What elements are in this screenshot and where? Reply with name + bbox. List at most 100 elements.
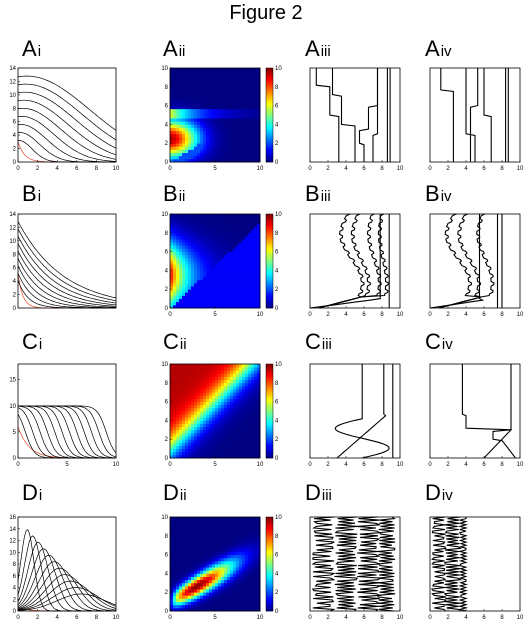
heatmap-cell-Aii	[212, 96, 216, 100]
heatmap-cell-Aii	[176, 68, 180, 72]
heatmap-cell-Cii	[224, 367, 228, 371]
heatmap-cell-Bii	[179, 257, 183, 262]
heatmap-cell-Cii	[218, 414, 222, 418]
heatmap-cell-Dii	[197, 564, 201, 568]
heatmap-cell-Aii	[227, 121, 231, 125]
colorbar-segment-Dii	[266, 524, 273, 527]
heatmap-cell-Dii	[170, 535, 174, 540]
heatmap-cell-Bii	[203, 295, 207, 299]
heatmap-cell-Aii	[206, 140, 210, 144]
heatmap-cell-Cii	[176, 454, 180, 459]
heatmap-cell-Bii	[179, 251, 183, 256]
heatmap-cell-Bii	[212, 242, 216, 246]
heatmap-cell-Aii	[170, 127, 174, 132]
heatmap-cell-Cii	[254, 451, 258, 456]
heatmap-cell-Dii	[182, 601, 186, 606]
heatmap-cell-Cii	[197, 426, 201, 431]
heatmap-cell-Aii	[224, 99, 228, 103]
heatmap-cell-Bii	[236, 261, 240, 265]
heatmap-cell-Dii	[218, 585, 222, 590]
colorbar-segment-Aii	[266, 93, 273, 97]
heatmap-cell-Bii	[233, 304, 237, 309]
heatmap-cell-Dii	[188, 576, 192, 581]
heatmap-cell-Aii	[233, 102, 237, 106]
heatmap-cell-Bii	[200, 261, 204, 265]
heatmap-cell-Bii	[197, 223, 201, 227]
heatmap-cell-Bii	[191, 226, 195, 231]
heatmap-cell-Cii	[203, 379, 207, 384]
heatmap-cell-Bii	[206, 279, 210, 284]
heatmap-cell-Dii	[254, 592, 258, 596]
heatmap-cell-Bii	[215, 220, 219, 224]
heatmap-cell-Dii	[230, 548, 234, 552]
heatmap-cell-Cii	[191, 392, 195, 396]
heatmap-cell-Cii	[236, 432, 240, 437]
heatmap-cell-Dii	[194, 567, 198, 571]
heatmap-cell-Dii	[194, 592, 198, 596]
heatmap-cell-Bii	[203, 248, 207, 252]
heatmap-cell-Bii	[227, 254, 231, 259]
heatmap-cell-Bii	[191, 248, 195, 252]
heatmap-cell-Dii	[224, 595, 228, 599]
heatmap-cell-Aii	[194, 83, 198, 88]
heatmap-cell-Dii	[218, 520, 222, 524]
heatmap-cell-Dii	[209, 579, 213, 584]
heatmap-cell-Cii	[182, 439, 186, 443]
heatmap-cell-Cii	[200, 364, 204, 368]
heatmap-cell-Bii	[209, 295, 213, 299]
heatmap-cell-Dii	[188, 551, 192, 555]
heatmap-cell-Cii	[209, 373, 213, 377]
heatmap-cell-Bii	[209, 257, 213, 262]
heatmap-cell-Dii	[236, 560, 240, 565]
heatmap-cell-Bii	[209, 279, 213, 284]
heatmap-cell-Dii	[239, 523, 243, 527]
heatmap-cell-Bii	[248, 301, 252, 306]
heatmap-cell-Cii	[221, 426, 225, 431]
heatmap-cell-Aii	[257, 124, 261, 128]
heatmap-cell-Aii	[236, 86, 240, 91]
heatmap-cell-Aii	[221, 77, 225, 81]
heatmap-cell-Cii	[257, 417, 261, 421]
heatmap-cell-Cii	[242, 429, 246, 434]
heatmap-cell-Aii	[182, 96, 186, 100]
heatmap-cell-Cii	[179, 392, 183, 396]
heatmap-cell-Dii	[224, 589, 228, 593]
heatmap-cell-Aii	[254, 133, 258, 138]
heatmap-cell-Aii	[212, 89, 216, 94]
heatmap-cell-Cii	[230, 376, 234, 381]
heatmap-cell-Aii	[206, 74, 210, 78]
heatmap-cell-Bii	[221, 220, 225, 224]
heatmap-cell-Aii	[182, 136, 186, 141]
x-tick-label-Bii: 0	[168, 312, 172, 318]
heatmap-cell-Dii	[236, 517, 240, 521]
colorbar-segment-Aii	[266, 105, 273, 109]
heatmap-cell-Cii	[203, 376, 207, 381]
heatmap-cell-Bii	[188, 292, 192, 296]
heatmap-cell-Cii	[248, 379, 252, 384]
heatmap-cell-Cii	[194, 429, 198, 434]
heatmap-cell-Dii	[206, 576, 210, 581]
heatmap-cell-Cii	[230, 451, 234, 456]
heatmap-cell-Aii	[185, 115, 189, 119]
heatmap-cell-Bii	[254, 220, 258, 224]
heatmap-cell-Dii	[191, 532, 195, 537]
heatmap-cell-Aii	[179, 155, 183, 160]
heatmap-cell-Cii	[203, 429, 207, 434]
heatmap-cell-Dii	[176, 564, 180, 568]
heatmap-cell-Bii	[236, 298, 240, 303]
heatmap-cell-Dii	[233, 585, 237, 590]
heatmap-cell-Bii	[257, 214, 261, 218]
heatmap-cell-Dii	[218, 551, 222, 555]
heatmap-cell-Dii	[173, 601, 177, 606]
heatmap-cell-Aii	[257, 140, 261, 144]
heatmap-cell-Bii	[185, 286, 189, 290]
heatmap-cell-Dii	[254, 570, 258, 574]
heatmap-cell-Bii	[212, 282, 216, 287]
colorbar-segment-Dii	[266, 519, 273, 522]
heatmap-cell-Cii	[206, 429, 210, 434]
heatmap-cell-Cii	[254, 414, 258, 418]
heatmap-cell-Cii	[251, 392, 255, 396]
heatmap-cell-Dii	[236, 592, 240, 596]
heatmap-cell-Bii	[248, 273, 252, 278]
heatmap-cell-Cii	[242, 395, 246, 399]
